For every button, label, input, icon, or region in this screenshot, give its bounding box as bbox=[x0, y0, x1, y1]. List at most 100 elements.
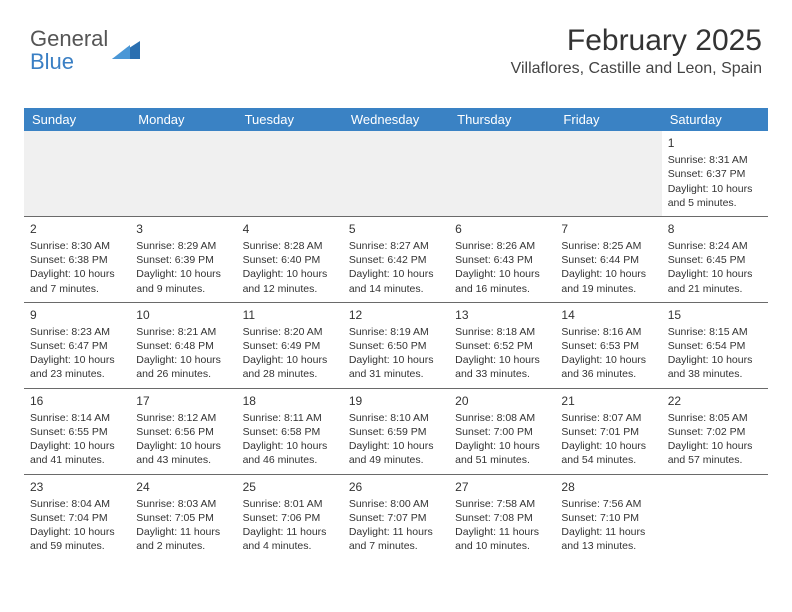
calendar-cell-empty bbox=[237, 131, 343, 216]
cell-dl1: Daylight: 10 hours bbox=[455, 267, 549, 281]
calendar-cell: 8Sunrise: 8:24 AMSunset: 6:45 PMDaylight… bbox=[662, 216, 768, 302]
day-number: 21 bbox=[561, 393, 655, 409]
day-number: 24 bbox=[136, 479, 230, 495]
day-number: 11 bbox=[243, 307, 337, 323]
calendar-cell: 10Sunrise: 8:21 AMSunset: 6:48 PMDayligh… bbox=[130, 302, 236, 388]
calendar-cell-empty bbox=[662, 474, 768, 560]
day-number: 28 bbox=[561, 479, 655, 495]
cell-dl2: and 36 minutes. bbox=[561, 367, 655, 381]
day-number: 10 bbox=[136, 307, 230, 323]
cell-sunrise: Sunrise: 8:30 AM bbox=[30, 239, 124, 253]
cell-sunset: Sunset: 6:56 PM bbox=[136, 425, 230, 439]
cell-sunset: Sunset: 6:59 PM bbox=[349, 425, 443, 439]
day-number: 26 bbox=[349, 479, 443, 495]
calendar-cell: 24Sunrise: 8:03 AMSunset: 7:05 PMDayligh… bbox=[130, 474, 236, 560]
cell-dl1: Daylight: 10 hours bbox=[243, 353, 337, 367]
calendar-cell: 19Sunrise: 8:10 AMSunset: 6:59 PMDayligh… bbox=[343, 388, 449, 474]
calendar-cell: 17Sunrise: 8:12 AMSunset: 6:56 PMDayligh… bbox=[130, 388, 236, 474]
day-number: 20 bbox=[455, 393, 549, 409]
cell-dl2: and 51 minutes. bbox=[455, 453, 549, 467]
calendar-cell: 1Sunrise: 8:31 AMSunset: 6:37 PMDaylight… bbox=[662, 131, 768, 216]
cell-dl2: and 2 minutes. bbox=[136, 539, 230, 553]
cell-dl2: and 4 minutes. bbox=[243, 539, 337, 553]
cell-dl1: Daylight: 10 hours bbox=[349, 439, 443, 453]
calendar-cell: 27Sunrise: 7:58 AMSunset: 7:08 PMDayligh… bbox=[449, 474, 555, 560]
day-number: 27 bbox=[455, 479, 549, 495]
cell-sunset: Sunset: 6:58 PM bbox=[243, 425, 337, 439]
day-header-row: Sunday Monday Tuesday Wednesday Thursday… bbox=[24, 108, 768, 131]
calendar-cell: 28Sunrise: 7:56 AMSunset: 7:10 PMDayligh… bbox=[555, 474, 661, 560]
cell-sunrise: Sunrise: 8:27 AM bbox=[349, 239, 443, 253]
cell-sunrise: Sunrise: 8:07 AM bbox=[561, 411, 655, 425]
cell-sunrise: Sunrise: 8:03 AM bbox=[136, 497, 230, 511]
cell-sunset: Sunset: 7:05 PM bbox=[136, 511, 230, 525]
day-number: 2 bbox=[30, 221, 124, 237]
cell-dl1: Daylight: 10 hours bbox=[349, 353, 443, 367]
day-number: 6 bbox=[455, 221, 549, 237]
calendar-week: 23Sunrise: 8:04 AMSunset: 7:04 PMDayligh… bbox=[24, 474, 768, 560]
cell-sunset: Sunset: 6:38 PM bbox=[30, 253, 124, 267]
cell-dl2: and 38 minutes. bbox=[668, 367, 762, 381]
logo-triangle-icon bbox=[112, 37, 140, 64]
cell-sunrise: Sunrise: 8:25 AM bbox=[561, 239, 655, 253]
cell-sunrise: Sunrise: 8:20 AM bbox=[243, 325, 337, 339]
calendar-cell: 11Sunrise: 8:20 AMSunset: 6:49 PMDayligh… bbox=[237, 302, 343, 388]
cell-sunset: Sunset: 6:50 PM bbox=[349, 339, 443, 353]
cell-sunrise: Sunrise: 8:04 AM bbox=[30, 497, 124, 511]
cell-sunset: Sunset: 7:07 PM bbox=[349, 511, 443, 525]
calendar-cell: 5Sunrise: 8:27 AMSunset: 6:42 PMDaylight… bbox=[343, 216, 449, 302]
cell-dl1: Daylight: 11 hours bbox=[349, 525, 443, 539]
day-header-sunday: Sunday bbox=[24, 108, 130, 131]
cell-dl1: Daylight: 10 hours bbox=[668, 182, 762, 196]
cell-dl2: and 19 minutes. bbox=[561, 282, 655, 296]
cell-dl1: Daylight: 11 hours bbox=[561, 525, 655, 539]
cell-dl2: and 41 minutes. bbox=[30, 453, 124, 467]
cell-sunrise: Sunrise: 7:56 AM bbox=[561, 497, 655, 511]
calendar-cell: 13Sunrise: 8:18 AMSunset: 6:52 PMDayligh… bbox=[449, 302, 555, 388]
cell-dl1: Daylight: 10 hours bbox=[136, 267, 230, 281]
cell-dl2: and 57 minutes. bbox=[668, 453, 762, 467]
cell-dl1: Daylight: 10 hours bbox=[243, 439, 337, 453]
cell-sunset: Sunset: 6:52 PM bbox=[455, 339, 549, 353]
cell-dl2: and 10 minutes. bbox=[455, 539, 549, 553]
cell-dl1: Daylight: 10 hours bbox=[668, 353, 762, 367]
cell-dl2: and 46 minutes. bbox=[243, 453, 337, 467]
logo-text-top: General bbox=[30, 26, 108, 51]
cell-sunset: Sunset: 6:48 PM bbox=[136, 339, 230, 353]
weeks-container: 1Sunrise: 8:31 AMSunset: 6:37 PMDaylight… bbox=[24, 131, 768, 559]
calendar-cell: 12Sunrise: 8:19 AMSunset: 6:50 PMDayligh… bbox=[343, 302, 449, 388]
calendar-cell: 9Sunrise: 8:23 AMSunset: 6:47 PMDaylight… bbox=[24, 302, 130, 388]
cell-sunrise: Sunrise: 7:58 AM bbox=[455, 497, 549, 511]
day-header-tuesday: Tuesday bbox=[237, 108, 343, 131]
cell-sunrise: Sunrise: 8:26 AM bbox=[455, 239, 549, 253]
calendar-cell-empty bbox=[24, 131, 130, 216]
cell-sunset: Sunset: 7:02 PM bbox=[668, 425, 762, 439]
day-number: 13 bbox=[455, 307, 549, 323]
location-text: Villaflores, Castille and Leon, Spain bbox=[511, 60, 762, 78]
cell-dl1: Daylight: 11 hours bbox=[455, 525, 549, 539]
cell-sunset: Sunset: 7:00 PM bbox=[455, 425, 549, 439]
month-title: February 2025 bbox=[511, 24, 762, 58]
day-number: 25 bbox=[243, 479, 337, 495]
calendar-cell-empty bbox=[343, 131, 449, 216]
day-number: 22 bbox=[668, 393, 762, 409]
day-number: 23 bbox=[30, 479, 124, 495]
cell-dl1: Daylight: 10 hours bbox=[561, 439, 655, 453]
day-header-monday: Monday bbox=[130, 108, 236, 131]
calendar-week: 1Sunrise: 8:31 AMSunset: 6:37 PMDaylight… bbox=[24, 131, 768, 216]
calendar-cell: 4Sunrise: 8:28 AMSunset: 6:40 PMDaylight… bbox=[237, 216, 343, 302]
logo-text-bottom: Blue bbox=[30, 51, 108, 73]
cell-sunrise: Sunrise: 8:01 AM bbox=[243, 497, 337, 511]
cell-dl2: and 33 minutes. bbox=[455, 367, 549, 381]
calendar-cell: 14Sunrise: 8:16 AMSunset: 6:53 PMDayligh… bbox=[555, 302, 661, 388]
cell-sunrise: Sunrise: 8:23 AM bbox=[30, 325, 124, 339]
day-header-wednesday: Wednesday bbox=[343, 108, 449, 131]
calendar-cell-empty bbox=[555, 131, 661, 216]
cell-sunset: Sunset: 7:06 PM bbox=[243, 511, 337, 525]
day-number: 15 bbox=[668, 307, 762, 323]
header: February 2025 Villaflores, Castille and … bbox=[511, 24, 762, 78]
cell-dl2: and 14 minutes. bbox=[349, 282, 443, 296]
cell-sunrise: Sunrise: 8:00 AM bbox=[349, 497, 443, 511]
day-number: 4 bbox=[243, 221, 337, 237]
calendar-cell: 2Sunrise: 8:30 AMSunset: 6:38 PMDaylight… bbox=[24, 216, 130, 302]
